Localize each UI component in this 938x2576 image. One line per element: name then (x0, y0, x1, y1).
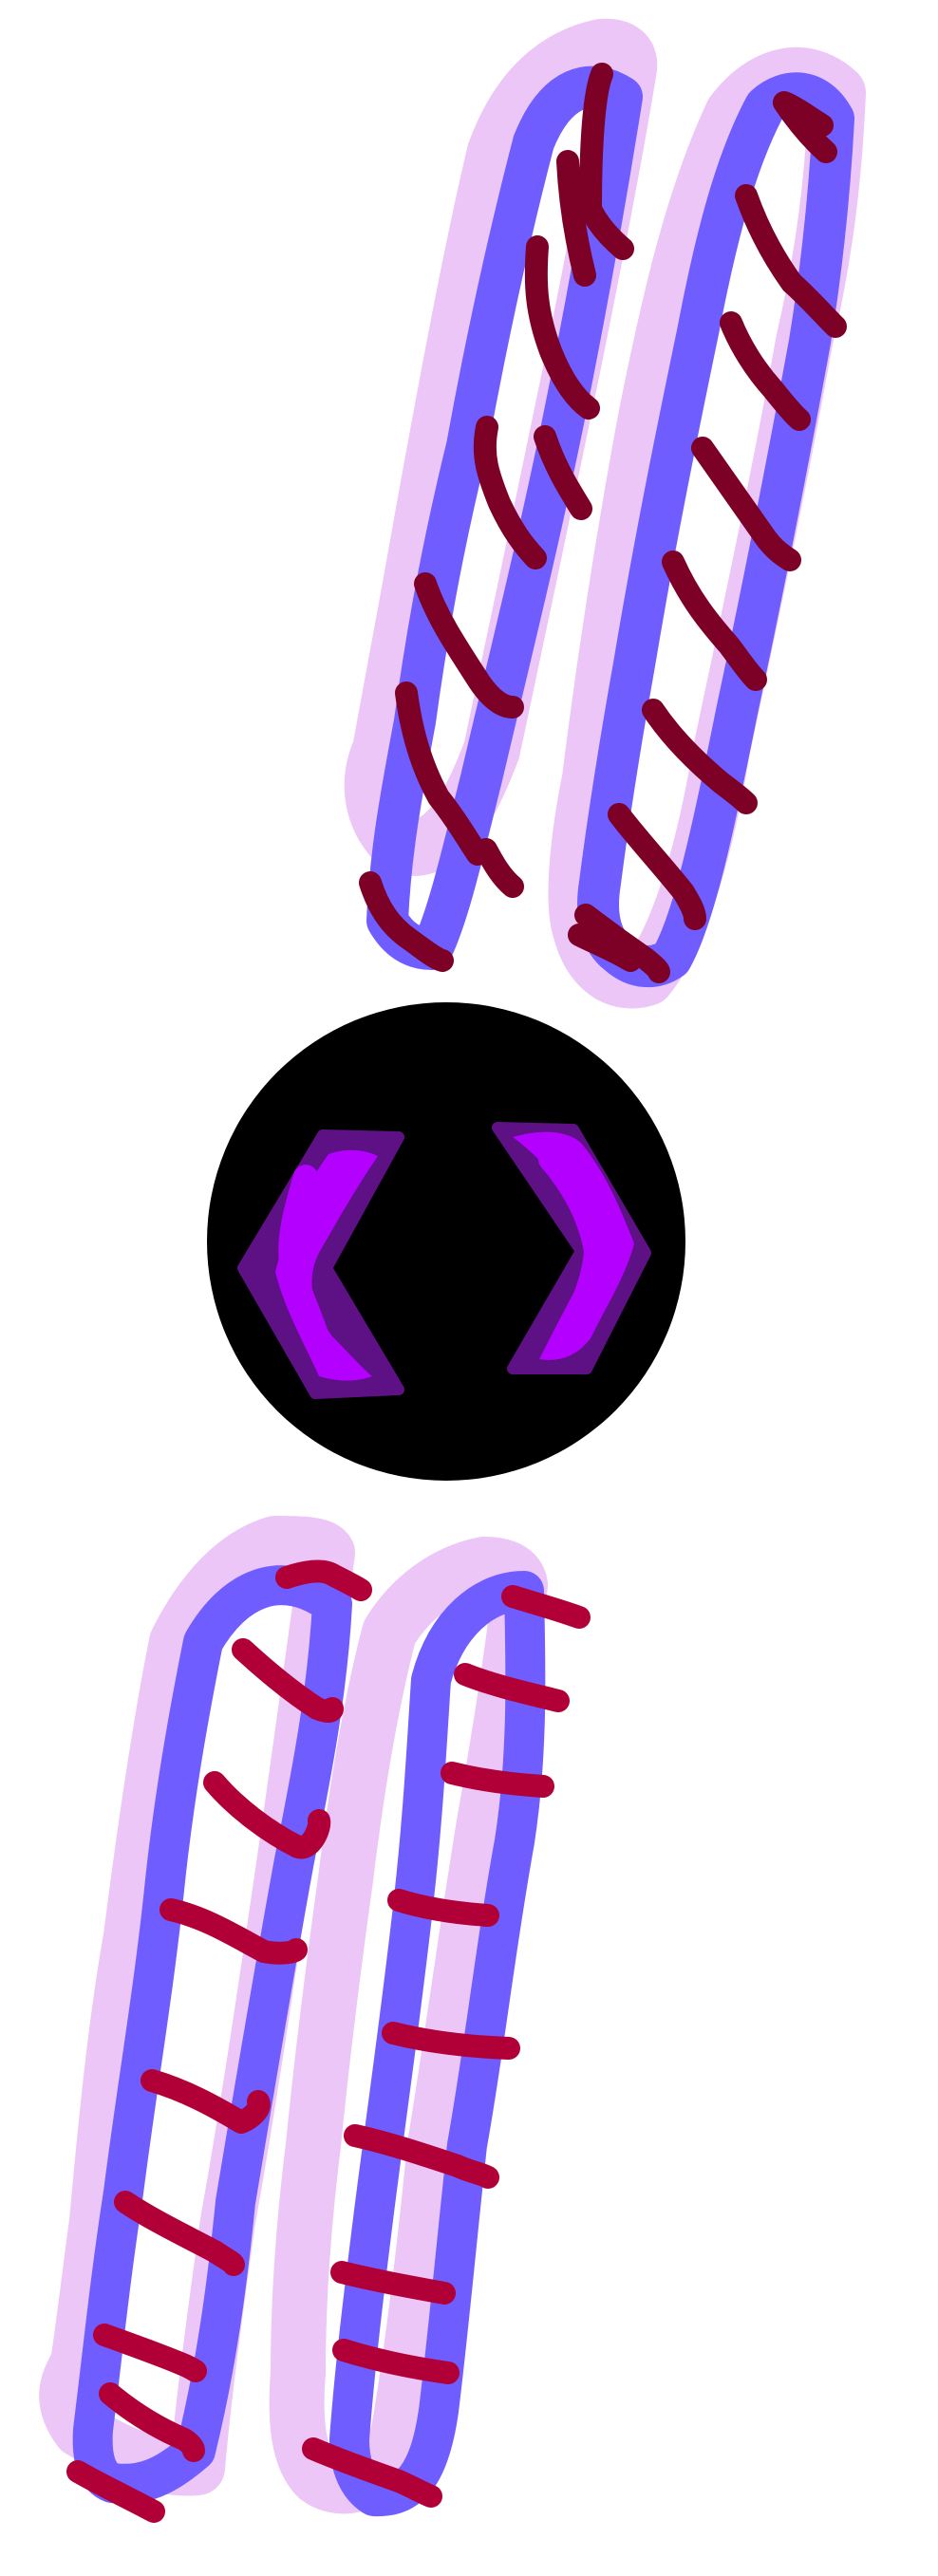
band (232, 1638, 344, 1723)
band (203, 1771, 331, 1859)
band (773, 91, 837, 163)
top-right-bands (568, 91, 847, 983)
band (66, 2460, 165, 2523)
band (454, 1663, 570, 1712)
bottom-left-chromatid (72, 1565, 352, 2504)
right-angle-bracket-icon (492, 1122, 651, 1374)
top-left-bands (359, 63, 634, 972)
band (359, 871, 454, 972)
band (691, 437, 801, 571)
band (275, 1559, 372, 1601)
band (534, 425, 592, 520)
band (99, 2382, 205, 2462)
bottom-right-halo (269, 1537, 548, 2514)
band (568, 924, 642, 972)
band (642, 699, 758, 814)
band (330, 2261, 456, 2305)
band (735, 184, 847, 338)
band (473, 416, 547, 569)
band (475, 838, 524, 898)
band (556, 150, 596, 287)
band (441, 1762, 554, 1798)
band (387, 1889, 499, 1927)
band (302, 2437, 442, 2508)
band (141, 2069, 271, 2134)
bottom-left-bands (66, 1559, 372, 2523)
band (93, 2324, 207, 2382)
band (332, 2339, 460, 2384)
band (720, 311, 811, 431)
left-angle-bracket-icon (237, 1129, 404, 1399)
band (395, 681, 489, 866)
bottom-right-bands (302, 1585, 591, 2508)
band (574, 904, 670, 983)
band (608, 803, 706, 930)
band (662, 551, 767, 691)
bottom-chromosome-pair (39, 1516, 591, 2523)
band (501, 1585, 591, 1629)
band (579, 63, 634, 260)
band (114, 2191, 245, 2276)
band (159, 1898, 308, 1965)
band (414, 572, 524, 719)
top-chromosome-pair (344, 18, 866, 1009)
center-code-brackets (207, 1002, 685, 1481)
band (382, 2022, 520, 2060)
band (344, 2124, 499, 2189)
band (524, 235, 600, 420)
